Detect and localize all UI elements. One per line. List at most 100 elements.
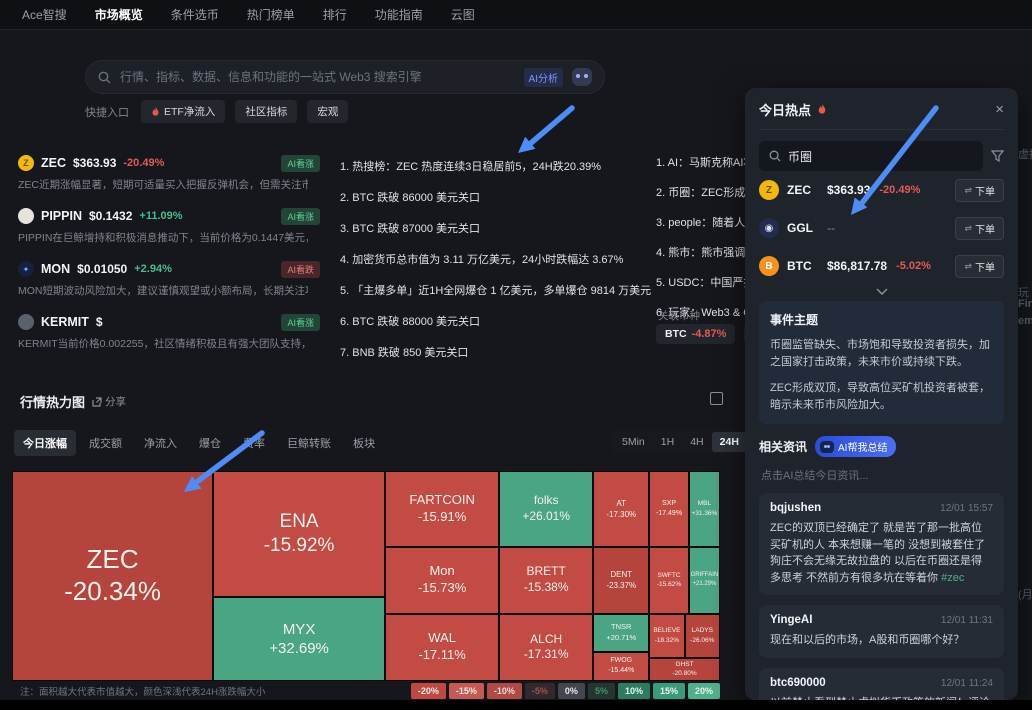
heatmap-tile-swftc[interactable]: SWFTC -15.62% xyxy=(649,546,689,614)
ai-topic-item[interactable]: USDC：中国严打稳 xyxy=(668,277,766,289)
comment-card[interactable]: bqjushen 12/01 15:57 ZEC的双顶已经确定了 就是苦了那一批… xyxy=(759,493,1004,596)
nav-item-ace-search[interactable]: Ace智搜 xyxy=(22,8,67,22)
ai-topic-item[interactable]: people：随着人们 xyxy=(668,217,757,229)
hot-search-item[interactable]: 「主爆多单」近1H全网爆仓 1 亿美元，多单爆仓 9814 万美元 xyxy=(352,285,652,297)
hot-search-list: 热搜榜：ZEC 热度连续3日稳居前5，24H跌20.39% BTC 跌破 860… xyxy=(340,158,652,375)
trade-icon: ⇌ xyxy=(964,222,972,233)
tile-symbol: MYX xyxy=(282,620,316,638)
watchlist-item-kermit[interactable]: KERMIT $ AI看涨 KERMIT当前价格0.002255，社区情绪积极且… xyxy=(18,312,320,351)
heatmap-tile-folks[interactable]: folks +26.01% xyxy=(499,471,594,547)
quick-link-community-indicators[interactable]: 社区指标 xyxy=(235,100,298,123)
ai-signal-badge[interactable]: AI看涨 xyxy=(281,207,320,225)
hot-search-item[interactable]: BNB 跌破 850 美元关口 xyxy=(352,347,469,359)
hot-search-item[interactable]: BTC 跌破 87000 美元关口 xyxy=(352,223,481,235)
tab-whale-transfers[interactable]: 巨鲸转账 xyxy=(287,438,331,450)
panel-coin-row-zec[interactable]: Z ZEC $363.93 -20.49% ⇌ 下单 xyxy=(759,171,1004,209)
order-button[interactable]: ⇌ 下单 xyxy=(955,254,1004,278)
nav-item-market-overview[interactable]: 市场概览 xyxy=(94,8,143,22)
comment-hashtag[interactable]: #zec xyxy=(941,571,965,584)
heatmap-tile-fartcoin[interactable]: FARTCOIN -15.91% xyxy=(385,471,500,547)
hot-search-item[interactable]: 热搜榜：ZEC 热度连续3日稳居前5，24H跌20.39% xyxy=(352,161,602,173)
quick-link-label: ETF净流入 xyxy=(164,106,216,118)
filter-icon[interactable] xyxy=(991,150,1004,162)
heatmap-tile-mon[interactable]: Mon -15.73% xyxy=(385,546,500,614)
ai-topic-item[interactable]: AI：马斯克称AI将 xyxy=(667,157,755,169)
event-paragraph: ZEC形成双顶，导致高位买矿机投资者被套，暗示未来币市风险加大。 xyxy=(770,382,990,412)
tab-liquidations[interactable]: 爆仓 xyxy=(199,438,221,450)
quick-link-macro[interactable]: 宏观 xyxy=(307,100,349,123)
panel-coin-row-btc[interactable]: B BTC $86,817.78 -5.02% ⇌ 下单 xyxy=(759,247,1004,285)
search-input[interactable] xyxy=(120,70,515,84)
panel-coin-row-ggl[interactable]: ◉ GGL -- ⇌ 下单 xyxy=(759,209,1004,247)
nav-item-cloud-map[interactable]: 云图 xyxy=(450,8,475,22)
watchlist-item-pippin[interactable]: PIPPIN $0.1432 +11.09% AI看涨 PIPPIN在巨鲸增持和… xyxy=(18,206,320,245)
tab-volume[interactable]: 成交额 xyxy=(89,438,122,450)
tab-funding-rate[interactable]: 费率 xyxy=(243,438,265,450)
heatmap-tile-ladys[interactable]: LADYS -26.06% xyxy=(684,613,720,658)
tile-change: -17.11% xyxy=(418,647,466,663)
heatmap-tile-wal[interactable]: WAL -17.11% xyxy=(385,613,500,681)
tile-symbol: WAL xyxy=(428,630,456,646)
heatmap-tile-mbl[interactable]: MBL +31.36% xyxy=(688,471,720,547)
order-button[interactable]: ⇌ 下单 xyxy=(955,178,1004,202)
quick-link-etf-netflow[interactable]: ETF净流入 xyxy=(141,100,226,123)
timeframe-5min[interactable]: 5Min xyxy=(622,436,645,448)
ai-robot-icon[interactable] xyxy=(572,68,592,86)
watchlist-item-zec[interactable]: Z ZEC $363.93 -20.49% AI看涨 ZEC近期涨幅显著，短期可… xyxy=(18,153,320,192)
coin-change: -20.49% xyxy=(879,184,921,196)
ai-summarize-button[interactable]: AI帮我总结 xyxy=(815,436,897,458)
comment-timestamp: 12/01 11:31 xyxy=(940,615,993,627)
watchlist-item-mon[interactable]: ✦ MON $0.01050 +2.94% AI看跌 MON短期波动风险加大，建… xyxy=(18,259,320,298)
zec-coin-icon: Z xyxy=(759,180,779,200)
tile-symbol: SWFTC xyxy=(657,571,681,579)
ai-signal-badge[interactable]: AI看涨 xyxy=(281,154,320,172)
nav-item-ranking[interactable]: 排行 xyxy=(322,8,347,22)
tab-today-change[interactable]: 今日涨幅 xyxy=(14,430,76,456)
ai-summary-placeholder[interactable]: 点击AI总结今日资讯... xyxy=(761,470,869,483)
nav-item-guide[interactable]: 功能指南 xyxy=(374,8,423,22)
tile-change: -15.44% xyxy=(608,667,635,675)
nav-item-hot-rankings[interactable]: 热门榜单 xyxy=(246,8,295,22)
ai-topic-item[interactable]: 熊市：熊市强调安全 xyxy=(668,247,768,259)
heatmap-tile-at[interactable]: AT -17.30% xyxy=(593,471,650,547)
panel-search-input[interactable] xyxy=(788,149,973,163)
tile-symbol: MBL xyxy=(697,500,712,508)
related-coin-btc[interactable]: BTC -4.87% xyxy=(656,324,736,344)
hot-search-item[interactable]: BTC 跌破 86000 美元关口 xyxy=(352,192,481,204)
heatmap-tile-brett[interactable]: BRETT -15.38% xyxy=(499,546,594,614)
ai-topic-item[interactable]: 币圈：ZEC形成双顶 xyxy=(668,187,768,199)
panel-search-field[interactable] xyxy=(759,141,983,171)
comment-card[interactable]: btc690000 12/01 11:24 以前禁止看到禁止虚拟货币政策的新闻！… xyxy=(759,667,1004,700)
timeframe-4h[interactable]: 4H xyxy=(690,436,704,448)
collapse-toggle[interactable] xyxy=(759,285,1004,301)
ai-topic-item[interactable]: 玩家：Web3 & Cry xyxy=(668,307,761,319)
heatmap-tile-zec[interactable]: ZEC -20.34% xyxy=(12,471,214,681)
hot-search-item[interactable]: 加密货币总市值为 3.11 万亿美元，24小时跌幅达 3.67% xyxy=(352,254,624,266)
tab-sectors[interactable]: 板块 xyxy=(353,438,375,450)
nav-item-coin-screener[interactable]: 条件选币 xyxy=(170,8,219,22)
heatmap-tile-ghst[interactable]: GHST -20.80% xyxy=(649,657,720,681)
expand-icon[interactable] xyxy=(710,392,723,405)
heatmap-tile-griffain[interactable]: GRIFFAIN +21.29% xyxy=(688,546,720,614)
global-search-bar[interactable]: AI分析 xyxy=(85,60,605,94)
ai-signal-badge[interactable]: AI看跌 xyxy=(281,260,320,278)
timeframe-24h[interactable]: 24H xyxy=(711,432,747,452)
heatmap-tile-tnsr[interactable]: TNSR +20.71% xyxy=(593,613,650,652)
ai-analysis-badge[interactable]: AI分析 xyxy=(523,67,563,87)
heatmap-tile-dent[interactable]: DENT -23.37% xyxy=(593,546,650,614)
heatmap-tile-myx[interactable]: MYX +32.69% xyxy=(213,597,386,681)
share-button[interactable]: 分享 xyxy=(92,394,126,409)
heatmap-tile-sxp[interactable]: SXP -17.49% xyxy=(649,471,689,547)
comment-timestamp: 12/01 15:57 xyxy=(940,503,993,515)
timeframe-1h[interactable]: 1H xyxy=(660,436,675,448)
tab-net-inflow[interactable]: 净流入 xyxy=(144,438,177,450)
heatmap-tile-ena[interactable]: ENA -15.92% xyxy=(213,471,386,597)
order-button[interactable]: ⇌ 下单 xyxy=(955,216,1004,240)
ai-signal-badge[interactable]: AI看涨 xyxy=(281,313,320,331)
heatmap-tile-alch[interactable]: ALCH -17.31% xyxy=(499,613,594,681)
comment-card[interactable]: YingeAI 12/01 11:31 现在和以后的市场，A股和币圈哪个好？ xyxy=(759,605,1004,658)
heatmap-tile-believe[interactable]: BELIEVE -18.32% xyxy=(649,613,685,658)
heatmap-tile-fwog[interactable]: FWOG -15.44% xyxy=(593,651,650,681)
close-icon[interactable]: × xyxy=(995,101,1004,118)
hot-search-item[interactable]: BTC 跌破 88000 美元关口 xyxy=(352,316,481,328)
